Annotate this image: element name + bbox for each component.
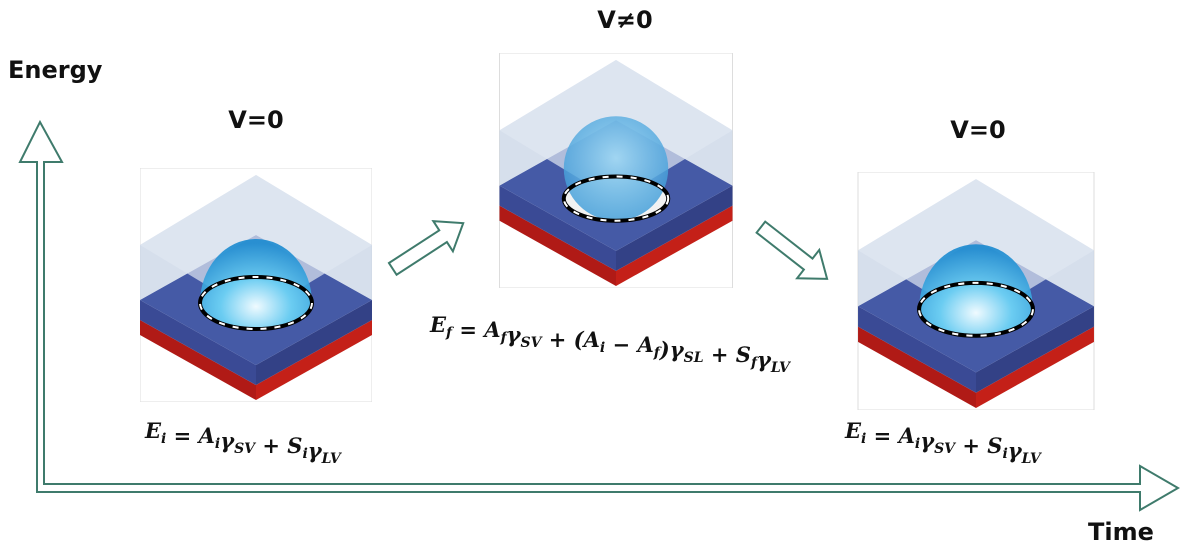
equation-term: S — [287, 433, 302, 458]
equation-subscript: LV — [1021, 451, 1043, 467]
equation-term: = — [866, 423, 898, 448]
equation-term: A — [582, 327, 600, 352]
transition-arrow — [750, 213, 838, 293]
equation: Ef = AfγSV + (Ai − Af)γSL + SfγLV — [429, 312, 792, 376]
equation-term: S — [736, 342, 751, 367]
equation-term: ) — [659, 337, 670, 362]
equation-term: + — [955, 433, 987, 458]
equation-term: γ — [757, 347, 772, 372]
equation-subscript: LV — [770, 360, 792, 376]
x-axis-label: Time — [1088, 518, 1154, 546]
equation-term: E — [844, 418, 862, 443]
droplet — [564, 116, 668, 220]
equation-term: γ — [670, 337, 685, 362]
equation-term: = — [452, 317, 484, 342]
equation: Ei = AiγSV + SiγLV — [844, 418, 1043, 467]
equation-subscript: SL — [684, 350, 704, 366]
state-label: V≠0 — [597, 6, 652, 34]
state-label: V=0 — [228, 106, 283, 134]
equation-term: γ — [920, 428, 935, 453]
equation-term: E — [429, 312, 447, 337]
equation-term: + ( — [541, 327, 584, 352]
equation-term: γ — [1008, 438, 1023, 463]
equation-term: γ — [507, 322, 522, 347]
equation-term: + — [704, 342, 736, 367]
equation-term: A — [482, 317, 500, 342]
equation: Ei = AiγSV + SiγLV — [144, 418, 343, 467]
y-axis-label: Energy — [8, 56, 103, 84]
equation-term: E — [144, 418, 162, 443]
equation-term: A — [635, 332, 653, 357]
equation-subscript: SV — [934, 441, 957, 457]
transition-arrow — [383, 208, 473, 284]
equation-term: S — [987, 433, 1002, 458]
equation-term: = — [166, 423, 198, 448]
equation-subscript: SV — [234, 441, 257, 457]
equation-term: − — [605, 332, 637, 357]
equation-term: A — [197, 423, 215, 448]
diagram: Energy Time V=0 V≠0 V=0 Ei = AiγSV + Siγ… — [0, 0, 1180, 550]
equation-term: + — [255, 433, 287, 458]
state-label: V=0 — [950, 116, 1005, 144]
equation-subscript: LV — [321, 451, 343, 467]
equation-subscript: SV — [520, 335, 543, 351]
equation-term: γ — [220, 428, 235, 453]
equation-term: γ — [308, 438, 323, 463]
equation-term: A — [897, 423, 915, 448]
